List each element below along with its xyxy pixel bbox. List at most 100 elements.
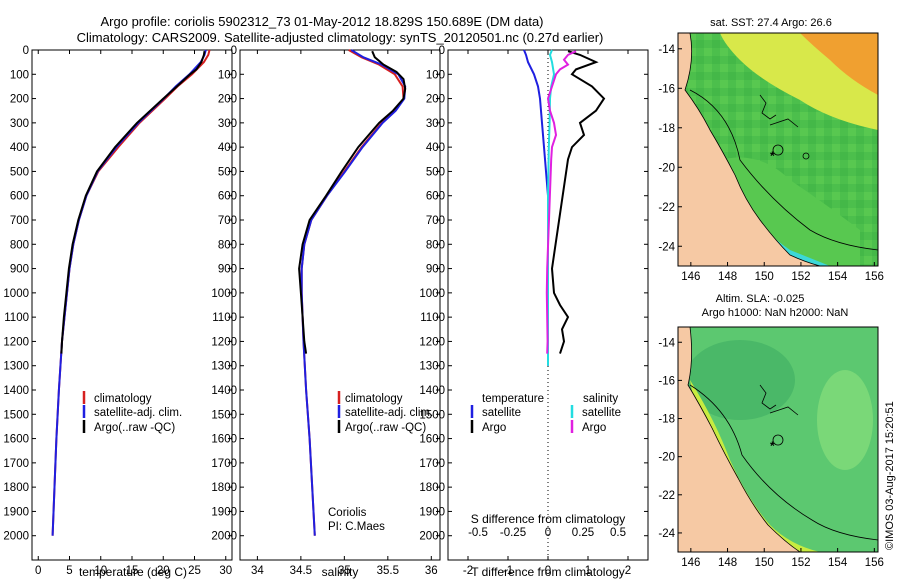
- temperature-panel: 0100200300400500600700800900100011001200…: [3, 45, 233, 579]
- legend-title-temperature: temperature: [482, 393, 544, 405]
- y-tick-label: 2000: [211, 531, 237, 543]
- sst-reef-ring: [772, 144, 784, 156]
- y-tick-label: 900: [426, 264, 445, 276]
- map-x-tick-label: 152: [791, 271, 810, 283]
- y-tick-label: 400: [426, 142, 445, 154]
- legend-label-satellite-adj-s: satellite-adj. clim.: [345, 407, 433, 419]
- y-tick-label: 500: [218, 166, 237, 178]
- y-tick-label: 1400: [419, 385, 445, 397]
- y-tick-label: 1300: [211, 361, 237, 373]
- y-tick-label: 1100: [212, 312, 237, 324]
- y-tick-label: 1800: [3, 482, 29, 494]
- y-tick-label: 300: [426, 118, 445, 130]
- sst-reef-ring-small: [802, 152, 810, 160]
- map-x-tick-label: 154: [828, 271, 848, 283]
- map-x-tick-label: 148: [718, 557, 737, 569]
- sst-land: [678, 33, 821, 266]
- temperature-xlabel: temperature (deg C): [79, 565, 187, 579]
- y-tick-label: 1900: [211, 506, 237, 518]
- legend-label-argo-s: Argo(..raw -QC): [345, 422, 426, 434]
- series-climatology: [300, 49, 405, 536]
- y-tick-label: 800: [426, 239, 445, 251]
- series-satellite-adj-clim-: [300, 49, 407, 536]
- x-tick-label: 20: [157, 565, 170, 577]
- y-tick-label: 1600: [211, 434, 237, 446]
- x-tick-label: 0: [35, 565, 41, 577]
- series-salinity-argo: [545, 50, 577, 354]
- x-tick-label: 15: [126, 565, 139, 577]
- x-tick-label: 34.5: [290, 565, 312, 577]
- y-tick-label: 0: [23, 45, 29, 57]
- y-tick-label: 600: [426, 191, 445, 203]
- sla-map-title-2: Argo h1000: NaN h2000: NaN: [702, 307, 849, 319]
- x-top-tick-label: -0.5: [468, 527, 488, 539]
- y-tick-label: 1200: [3, 336, 29, 348]
- x-tick-label: -1: [503, 565, 513, 577]
- y-tick-label: 200: [218, 94, 237, 106]
- map-y-tick-label: -16: [658, 83, 675, 95]
- map-x-tick-label: 146: [681, 271, 700, 283]
- y-tick-label: 1300: [419, 361, 445, 373]
- x-tick-label: 35.5: [377, 565, 399, 577]
- legend-label-argo: Argo(..raw -QC): [94, 422, 175, 434]
- sla-low-anomaly: [685, 340, 795, 420]
- title-line-2: Climatology: CARS2009. Satellite-adjuste…: [77, 30, 604, 45]
- sla-isobath: [689, 384, 878, 541]
- map-x-tick-label: 150: [755, 271, 774, 283]
- sla-high-anomaly: [817, 370, 873, 470]
- map-y-tick-label: -22: [658, 202, 675, 214]
- salinity-xlabel: salinity: [322, 565, 359, 579]
- map-y-tick-label: -24: [658, 528, 675, 540]
- map-y-tick-label: -22: [658, 490, 675, 502]
- x-tick-label: 0: [545, 565, 551, 577]
- x-tick-label: 5: [66, 565, 72, 577]
- legend-label-t-satellite: satellite: [482, 407, 521, 419]
- annotation-pi: PI: C.Maes: [328, 521, 385, 533]
- sla-map: Altim. SLA: -0.025 Argo h1000: NaN h2000…: [658, 293, 884, 569]
- y-tick-label: 100: [426, 69, 445, 81]
- map-y-tick-label: -18: [658, 123, 675, 135]
- map-x-tick-label: 146: [681, 557, 700, 569]
- y-tick-label: 1600: [3, 434, 29, 446]
- y-tick-label: 300: [218, 118, 237, 130]
- y-tick-label: 1000: [211, 288, 237, 300]
- y-tick-label: 1200: [419, 336, 445, 348]
- x-tick-label: 1: [585, 565, 591, 577]
- map-y-tick-label: -24: [658, 241, 675, 253]
- annotation-coriolis: Coriolis: [328, 507, 367, 519]
- y-tick-label: 1900: [3, 506, 29, 518]
- argo-float-marker-sla: *: [770, 439, 775, 453]
- legend-label-satellite-adj: satellite-adj. clim.: [94, 407, 182, 419]
- difference-legend: temperature satellite Argo salinity sate…: [470, 393, 621, 434]
- x-tick-label: 10: [94, 565, 107, 577]
- y-tick-label: 1000: [419, 288, 445, 300]
- sla-map-frame: [677, 326, 879, 553]
- y-tick-label: 0: [439, 45, 445, 57]
- y-tick-label: 100: [218, 69, 237, 81]
- y-tick-label: 1000: [3, 288, 29, 300]
- y-tick-label: 700: [10, 215, 29, 227]
- x-top-tick-label: -0.25: [500, 527, 526, 539]
- map-x-tick-label: 148: [718, 271, 737, 283]
- y-tick-label: 700: [218, 215, 237, 227]
- y-tick-label: 1500: [419, 409, 445, 421]
- map-x-tick-label: 152: [791, 557, 810, 569]
- map-x-tick-label: 156: [865, 271, 884, 283]
- y-tick-label: 0: [231, 45, 237, 57]
- y-tick-label: 2000: [3, 531, 29, 543]
- series-climatology: [51, 49, 211, 536]
- y-tick-label: 400: [10, 142, 29, 154]
- y-tick-label: 900: [10, 264, 29, 276]
- legend-title-salinity: salinity: [583, 393, 618, 405]
- map-x-tick-label: 150: [755, 557, 774, 569]
- series-temperature-satellite: [523, 49, 549, 366]
- y-tick-label: 800: [10, 239, 29, 251]
- sla-reef-ring: [772, 434, 784, 446]
- series-argo-raw-qc-: [298, 50, 407, 354]
- sst-hot-core: [800, 33, 878, 95]
- x-tick-label: 35: [338, 565, 351, 577]
- x-tick-label: 30: [219, 565, 232, 577]
- legend-label-s-satellite: satellite: [582, 407, 621, 419]
- map-y-tick-label: -18: [658, 414, 675, 426]
